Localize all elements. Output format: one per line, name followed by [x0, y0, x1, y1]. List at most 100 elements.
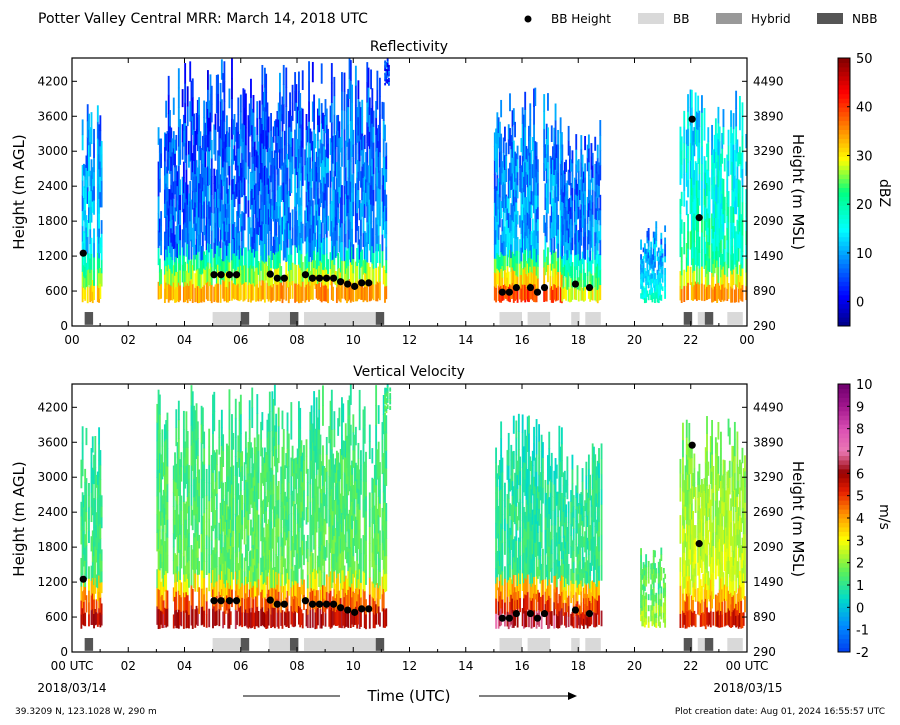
- echo-cell: [305, 113, 308, 130]
- colorbar-segment: [838, 317, 850, 323]
- echo-cell: [268, 549, 271, 570]
- echo-cell: [296, 155, 299, 172]
- echo-cell: [250, 190, 252, 210]
- echo-cell: [378, 133, 381, 153]
- echo-cell: [647, 293, 650, 301]
- echo-cell: [203, 431, 206, 449]
- echo-cell: [193, 533, 195, 552]
- echo-cell: [280, 519, 283, 534]
- echo-cell: [234, 398, 237, 419]
- echo-cell: [299, 267, 302, 286]
- echo-cell: [82, 554, 85, 567]
- echo-cell: [239, 605, 242, 626]
- echo-cell: [263, 507, 266, 523]
- echo-cell: [238, 551, 241, 571]
- echo-cell: [176, 171, 179, 187]
- echo-cell: [280, 282, 283, 299]
- echo-cell: [640, 239, 642, 245]
- echo-cell: [157, 389, 160, 411]
- echo-cell: [310, 224, 313, 244]
- echo-cell: [88, 518, 90, 532]
- echo-cell: [297, 264, 300, 284]
- echo-cell: [376, 204, 379, 225]
- echo-cell: [172, 587, 175, 602]
- legend-marker-bb-height: [524, 15, 532, 23]
- echo-cell: [185, 140, 188, 156]
- echo-cell: [260, 591, 263, 610]
- colorbar-segment: [838, 205, 850, 211]
- y2-tick-label: 890: [753, 284, 776, 298]
- echo-cell: [218, 198, 221, 214]
- echo-cell: [243, 503, 246, 518]
- echo-cell: [246, 467, 249, 483]
- echo-cell: [186, 578, 189, 596]
- echo-cell: [301, 584, 304, 600]
- echo-cell: [703, 236, 706, 253]
- echo-cell: [158, 414, 161, 435]
- echo-cell: [212, 550, 214, 570]
- echo-cell: [243, 530, 246, 545]
- echo-cell: [261, 64, 264, 85]
- echo-cell: [493, 202, 496, 217]
- echo-cell: [343, 241, 346, 262]
- echo-cell: [567, 213, 570, 229]
- echo-cell: [351, 138, 354, 157]
- echo-cell: [184, 281, 187, 303]
- echo-cell: [234, 571, 237, 591]
- echo-cell: [366, 121, 369, 143]
- echo-cell: [160, 482, 163, 498]
- bb-height-point: [585, 283, 594, 292]
- echo-cell: [683, 285, 686, 303]
- echo-cell: [736, 219, 739, 234]
- echo-cell: [201, 461, 204, 481]
- echo-cell: [506, 277, 509, 290]
- echo-cell: [322, 159, 324, 176]
- echo-cell: [204, 181, 207, 197]
- echo-cell: [701, 214, 703, 233]
- echo-cell: [309, 591, 312, 611]
- echo-cell: [260, 224, 263, 241]
- echo-cell: [175, 573, 178, 592]
- echo-cell: [660, 249, 663, 256]
- echo-cell: [332, 496, 335, 512]
- echo-cell: [194, 500, 197, 520]
- echo-cell: [338, 407, 341, 427]
- echo-cell: [281, 148, 284, 166]
- echo-cell: [262, 129, 265, 149]
- echo-cell: [185, 501, 188, 521]
- echo-cell: [528, 228, 530, 244]
- echo-cell: [290, 605, 293, 625]
- echo-cell: [237, 579, 240, 596]
- echo-cell: [652, 253, 655, 260]
- echo-cell: [163, 507, 166, 525]
- echo-cell: [327, 259, 329, 275]
- echo-cell: [88, 206, 90, 223]
- echo-cell: [244, 544, 247, 562]
- echo-cell: [557, 229, 560, 244]
- echo-cell: [343, 128, 346, 149]
- echo-cell: [647, 257, 650, 265]
- echo-cell: [261, 500, 264, 519]
- echo-cell: [198, 165, 201, 184]
- echo-cell: [309, 171, 312, 186]
- echo-cell: [205, 600, 208, 615]
- echo-cell: [694, 178, 697, 197]
- echo-cell: [382, 211, 385, 230]
- echo-cell: [84, 255, 87, 267]
- echo-cell: [344, 490, 347, 509]
- bb-height-point: [540, 283, 549, 292]
- echo-cell: [313, 470, 316, 491]
- echo-cell: [528, 257, 530, 273]
- echo-cell: [281, 410, 284, 430]
- echo-cell: [547, 195, 549, 214]
- echo-cell: [273, 506, 276, 528]
- echo-cell: [172, 97, 175, 115]
- echo-cell: [333, 114, 336, 134]
- echo-cell: [232, 253, 235, 269]
- colorbar-segment: [838, 263, 850, 269]
- echo-cell: [726, 276, 729, 289]
- echo-cell: [575, 149, 578, 165]
- echo-cell: [701, 112, 703, 130]
- echo-cell: [209, 93, 212, 113]
- echo-cell: [193, 113, 195, 130]
